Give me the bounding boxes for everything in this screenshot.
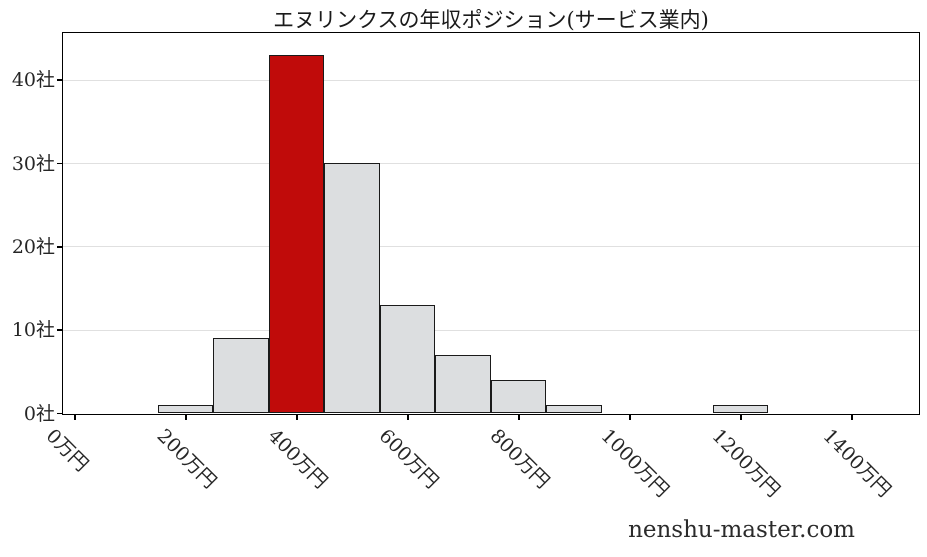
histogram-bar	[546, 404, 602, 413]
y-tick-mark	[57, 412, 62, 415]
chart-title: エヌリンクスの年収ポジション(サービス業内)	[273, 8, 709, 32]
x-tick-mark	[407, 415, 409, 420]
x-tick-label: 1400万円	[818, 424, 896, 502]
histogram-bar	[268, 54, 325, 413]
histogram-bar	[379, 304, 436, 413]
x-tick-label: 600万円	[374, 424, 443, 493]
gridline-y-40	[63, 79, 919, 81]
histogram-bar	[435, 354, 491, 413]
histogram-bar	[490, 379, 547, 413]
histogram-bar	[712, 404, 769, 413]
x-tick-label: 1000万円	[596, 424, 674, 502]
histogram-bar	[324, 163, 380, 413]
y-tick-label: 10社	[11, 319, 55, 342]
x-tick-label: 200万円	[152, 424, 221, 493]
y-tick-label: 30社	[11, 152, 55, 175]
watermark: nenshu-master.com	[628, 517, 855, 543]
histogram-bar	[157, 404, 214, 413]
x-tick-mark	[518, 415, 520, 420]
y-tick-mark	[57, 246, 62, 248]
y-tick-mark	[57, 329, 62, 331]
x-tick-mark	[851, 415, 853, 420]
x-tick-label: 400万円	[263, 424, 332, 493]
x-tick-label: 0万円	[41, 424, 93, 476]
x-tick-mark	[629, 415, 631, 420]
x-tick-label: 1200万円	[707, 424, 785, 502]
plot-area	[62, 32, 920, 415]
y-tick-mark	[57, 162, 62, 165]
x-tick-mark	[185, 415, 187, 420]
y-tick-label: 20社	[11, 235, 55, 258]
gridline-y-30	[63, 163, 919, 164]
x-tick-mark	[296, 415, 298, 420]
y-tick-label: 0社	[23, 402, 55, 425]
x-tick-mark	[74, 415, 76, 420]
y-tick-mark	[57, 79, 62, 81]
gridline-y-10	[63, 329, 919, 331]
y-tick-label: 40社	[11, 69, 55, 92]
gridline-y-20	[63, 246, 919, 248]
histogram-bar	[213, 338, 269, 413]
x-tick-label: 800万円	[485, 424, 554, 493]
x-tick-mark	[740, 415, 742, 420]
